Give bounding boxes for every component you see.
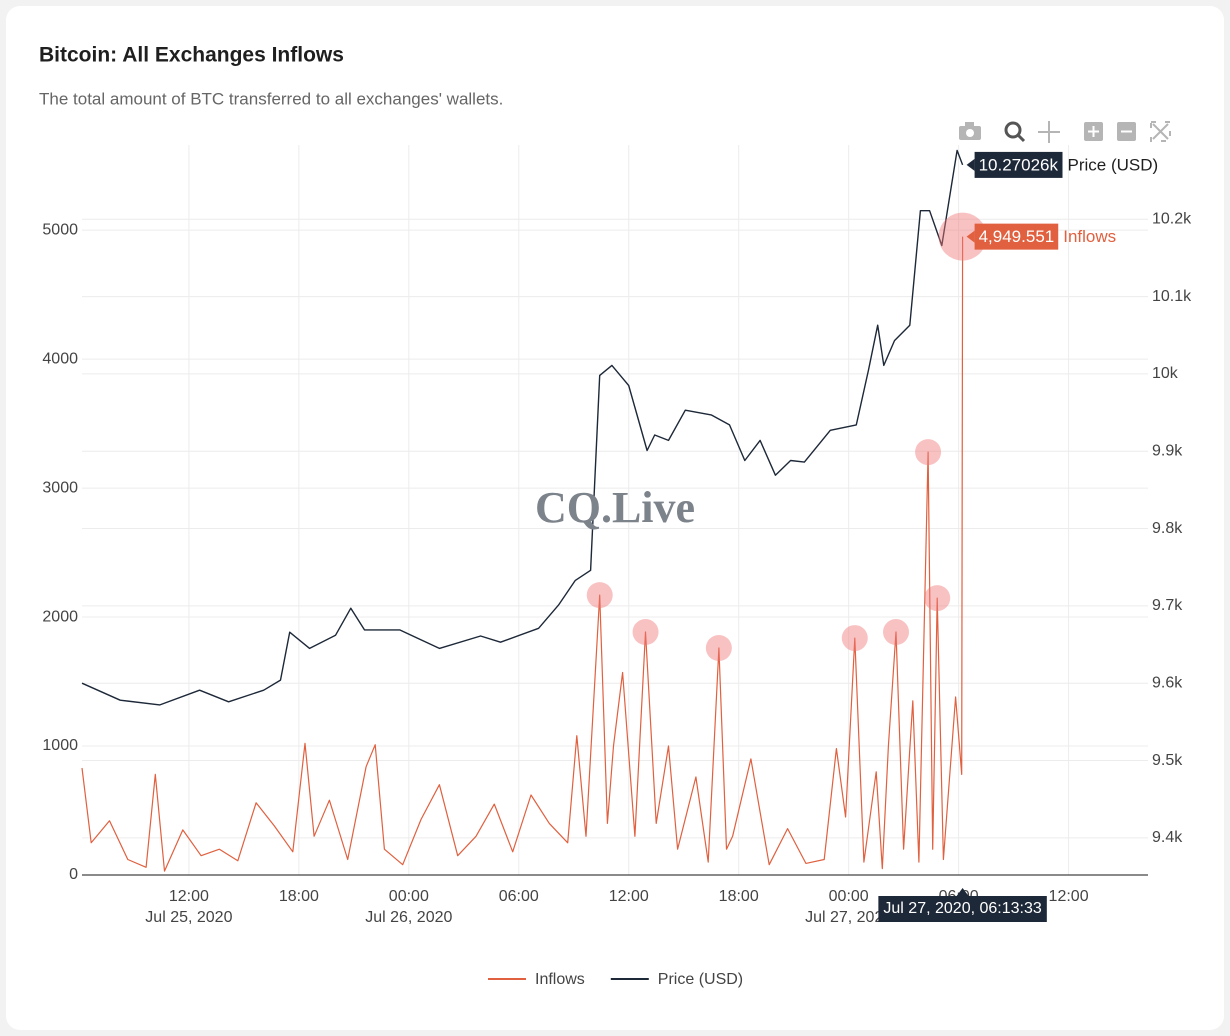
peak-marker xyxy=(924,585,951,612)
hover-box xyxy=(974,223,1059,250)
y-tick-label: 0 xyxy=(69,866,78,883)
hover-box xyxy=(974,151,1063,178)
y-tick-label: 3000 xyxy=(42,479,78,496)
camera-icon[interactable] xyxy=(959,122,981,140)
zoom-icon[interactable] xyxy=(1004,121,1026,143)
x-tick-date: Jul 26, 2020 xyxy=(365,909,452,926)
peak-marker xyxy=(632,619,659,646)
hover-x-arrow xyxy=(956,888,969,896)
y-tick-label: 4000 xyxy=(42,350,78,367)
x-tick-date: Jul 27, 2020 xyxy=(805,909,892,926)
zoom-out-icon[interactable] xyxy=(1117,122,1136,141)
hover-x-label: Jul 27, 2020, 06:13:33 xyxy=(883,900,1041,917)
y-tick-label: 5000 xyxy=(42,221,78,238)
hover-value: 4,949.551 xyxy=(979,227,1055,246)
x-tick-label: 06:00 xyxy=(499,888,539,905)
hover-x-box xyxy=(878,896,1047,922)
legend-label: Inflows xyxy=(535,971,585,988)
pan-icon[interactable] xyxy=(1038,121,1060,143)
legend-label: Price (USD) xyxy=(658,971,743,988)
peak-marker xyxy=(586,582,613,609)
x-tick-label: 00:00 xyxy=(389,888,429,905)
peak-marker xyxy=(841,625,868,652)
hover-name: Price (USD) xyxy=(1068,155,1159,174)
autoscale-icon[interactable] xyxy=(1150,121,1171,142)
y2-tick-label: 9.7k xyxy=(1152,597,1183,614)
hover-arrow xyxy=(966,158,975,171)
x-tick-label: 12:00 xyxy=(169,888,209,905)
toolbar[interactable] xyxy=(959,121,1171,143)
x-tick-label: 12:00 xyxy=(1049,888,1089,905)
y2-tick-label: 9.5k xyxy=(1152,752,1183,769)
chart-subtitle: The total amount of BTC transferred to a… xyxy=(39,89,503,108)
x-tick-date: Jul 25, 2020 xyxy=(145,909,232,926)
series-line xyxy=(81,149,964,706)
watermark: CQ.Live xyxy=(535,483,695,532)
y2-tick-label: 10k xyxy=(1152,365,1179,382)
y2-tick-label: 10.1k xyxy=(1152,288,1192,305)
peak-marker xyxy=(705,635,732,662)
zoom-in-icon[interactable] xyxy=(1084,122,1103,141)
x-tick-label: 00:00 xyxy=(829,888,869,905)
y2-tick-label: 9.6k xyxy=(1152,674,1183,691)
y2-tick-label: 9.4k xyxy=(1152,829,1183,846)
y2-tick-label: 9.9k xyxy=(1152,442,1183,459)
hover-name: Inflows xyxy=(1063,227,1116,246)
x-tick-label: 18:00 xyxy=(279,888,319,905)
card xyxy=(6,6,1224,1030)
y2-tick-label: 10.2k xyxy=(1152,210,1192,227)
hover-arrow xyxy=(966,230,975,243)
hover-value: 10.27026k xyxy=(979,155,1059,174)
series-line xyxy=(81,236,964,872)
y-tick-label: 1000 xyxy=(42,737,78,754)
plot: 12:00 Jul 25, 2020 18:00 00:00 Jul 26, 2020 0… xyxy=(42,145,1192,988)
x-tick-label: 18:00 xyxy=(719,888,759,905)
y2-tick-label: 9.8k xyxy=(1152,520,1183,537)
peak-marker xyxy=(883,619,910,646)
chart-title: Bitcoin: All Exchanges Inflows xyxy=(39,44,344,67)
peak-marker xyxy=(915,439,942,466)
x-tick-label: 12:00 xyxy=(609,888,649,905)
y-tick-label: 2000 xyxy=(42,608,78,625)
